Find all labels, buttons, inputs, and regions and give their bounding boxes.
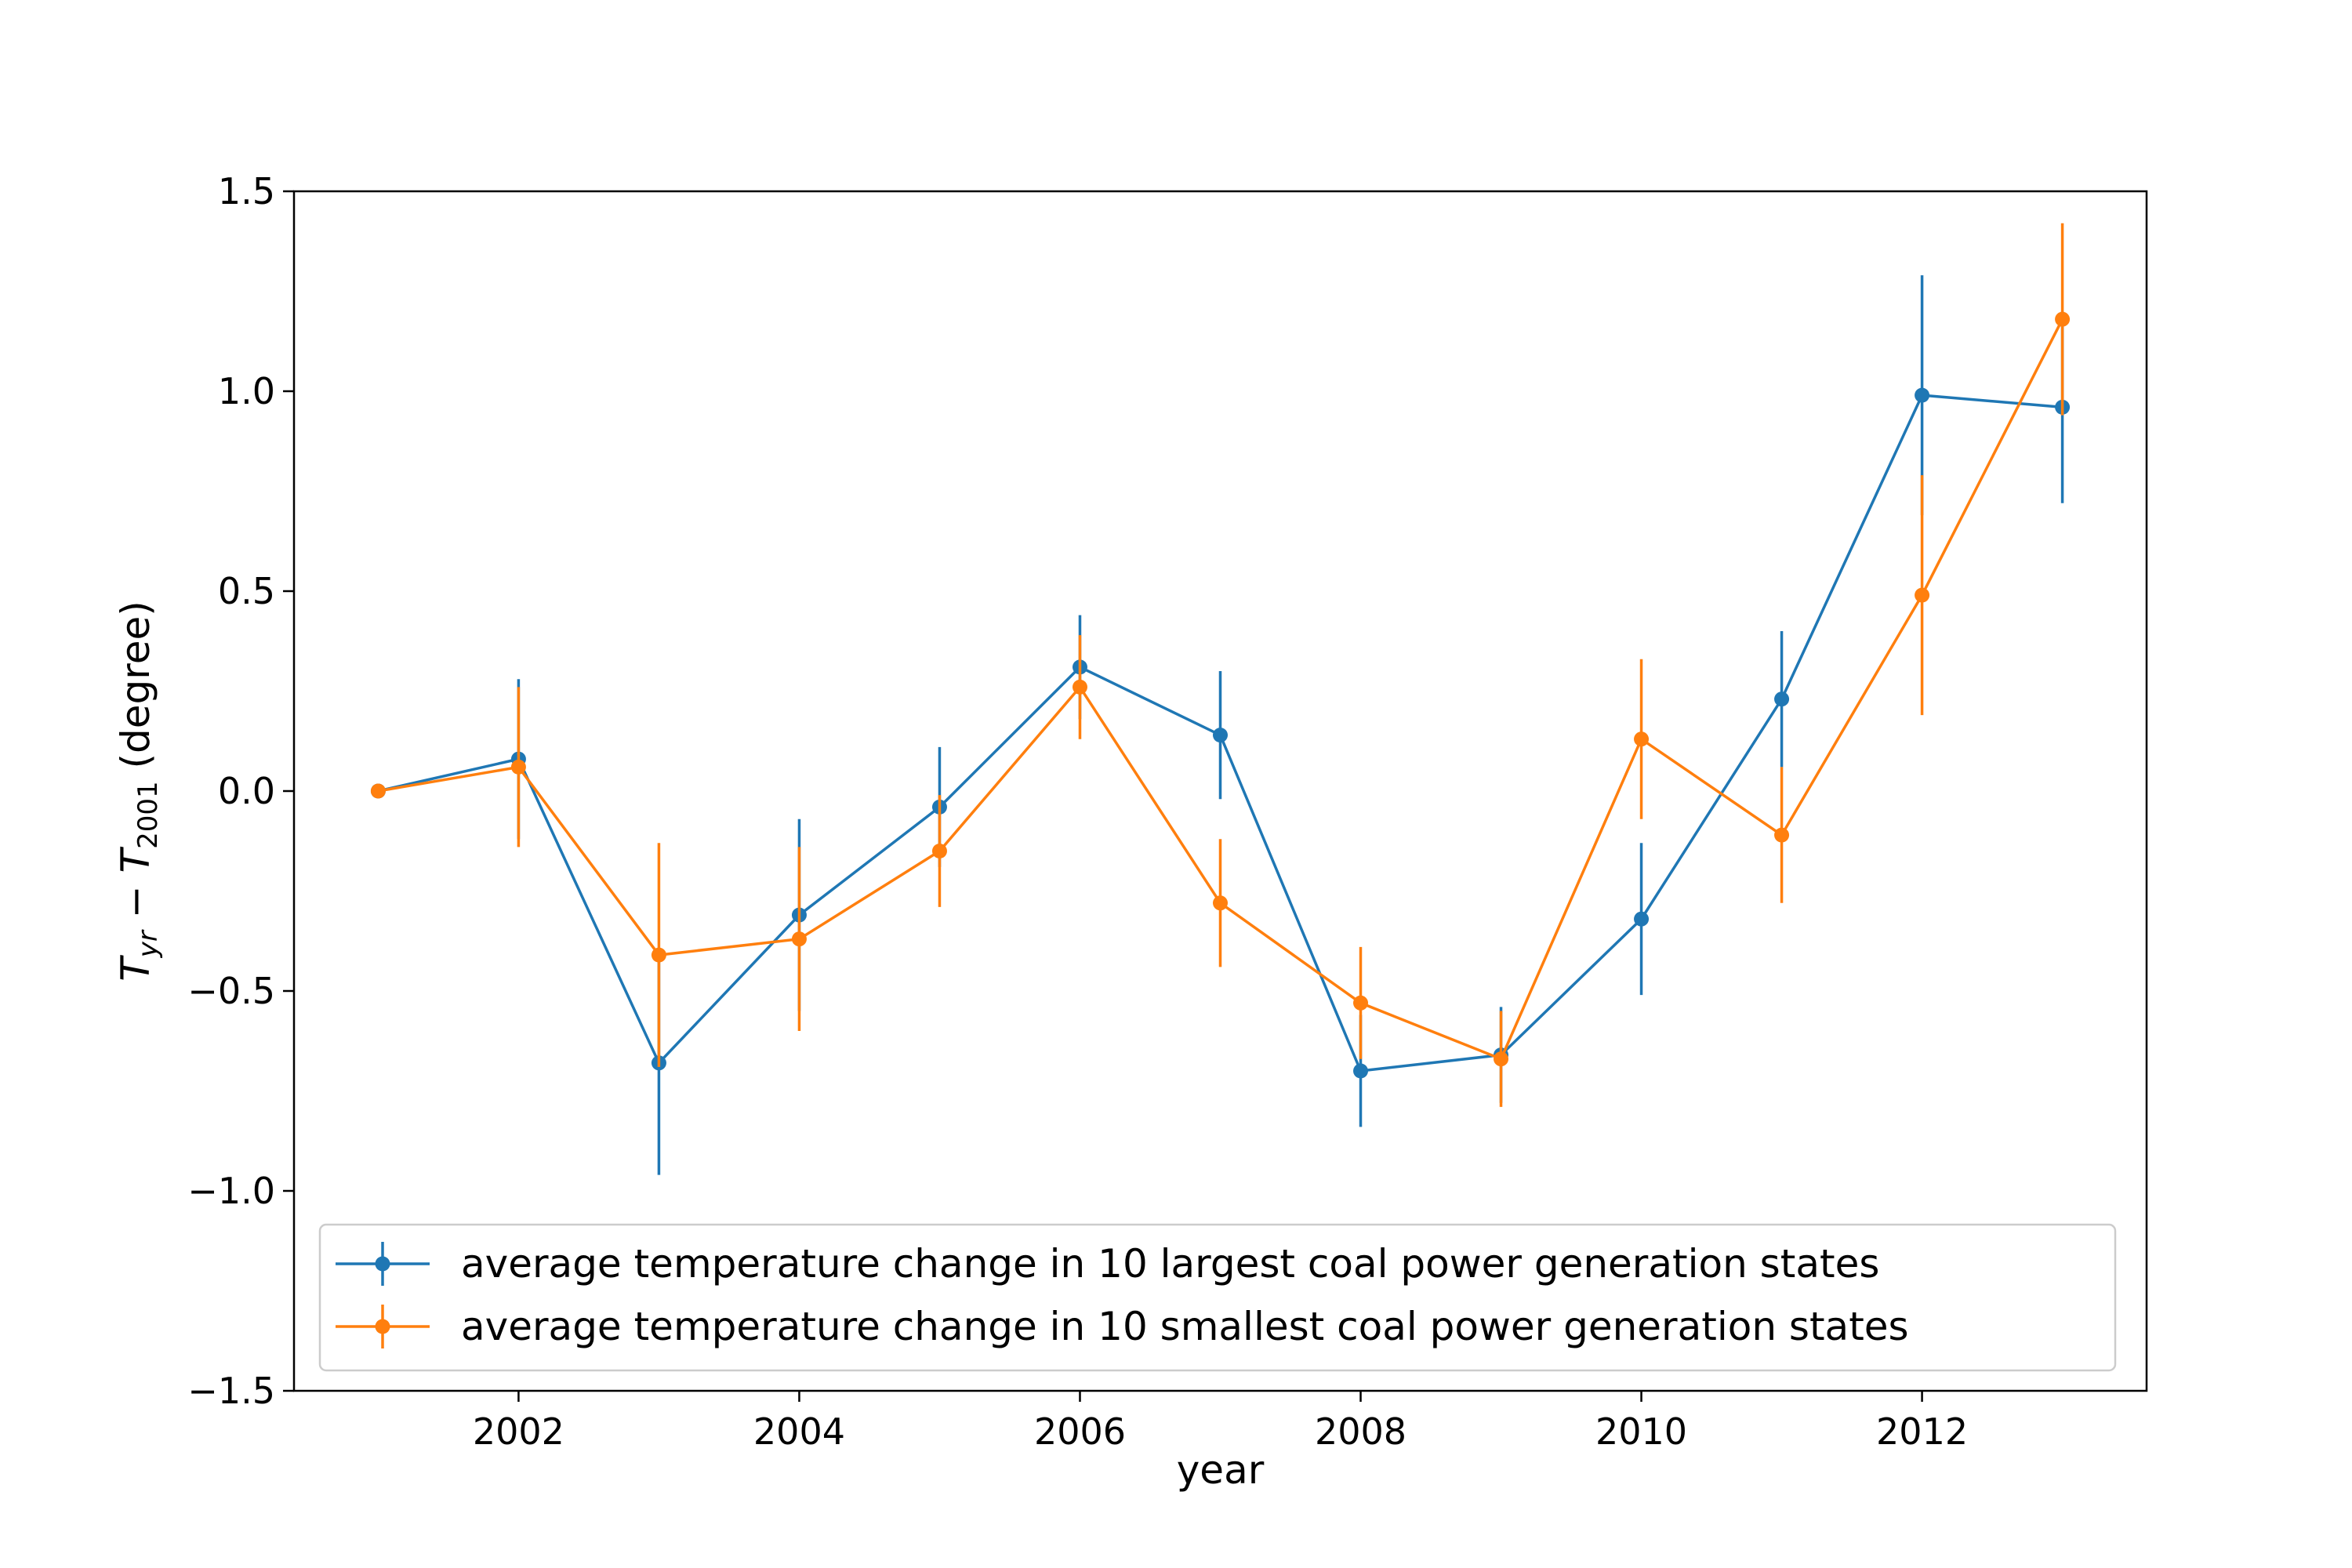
series-1 [370, 275, 2071, 1175]
y-axis-ticks: −1.5 −1.0 −0.5 0.0 0.5 1.0 1.5 [187, 170, 294, 1412]
x-tick-label: 2004 [753, 1410, 845, 1453]
y-tick-label: −1.0 [187, 1170, 275, 1212]
y-tick-label: −0.5 [187, 970, 275, 1012]
legend-box [318, 1223, 2117, 1372]
data-point [1353, 995, 1369, 1011]
data-point [510, 759, 526, 775]
x-axis-ticks: 2002 2004 2006 2008 2010 2012 [473, 1391, 1968, 1453]
data-point [1494, 1051, 1509, 1067]
data-point [1634, 911, 1650, 927]
data-point [1072, 679, 1087, 695]
chart-marks [370, 223, 2071, 1175]
data-point [2055, 311, 2071, 327]
legend-handle-2 [336, 1305, 430, 1348]
data-point [651, 947, 666, 963]
x-tick-label: 2008 [1315, 1410, 1406, 1453]
legend-marker [375, 1319, 390, 1334]
y-label-sub1: yr [132, 929, 164, 958]
data-point [931, 844, 947, 858]
y-label-sub2: 2001 [132, 781, 164, 849]
y-label-prefix: T [113, 955, 158, 982]
y-tick-label: −1.5 [187, 1370, 275, 1412]
y-axis-label: Tyr − T2001 (degree) [113, 601, 164, 982]
legend-label-2: average temperature change in 10 smalles… [461, 1304, 1909, 1349]
data-point [370, 783, 386, 799]
y-tick-label: 1.0 [218, 370, 275, 412]
data-point [1353, 1063, 1369, 1079]
legend: average temperature change in 10 largest… [318, 1223, 2117, 1372]
y-label-minus: − T [113, 846, 158, 931]
legend-handle-1 [336, 1242, 430, 1286]
x-tick-label: 2006 [1034, 1410, 1126, 1453]
data-point [1213, 895, 1228, 911]
data-point [1915, 587, 1930, 603]
x-axis-label: year [1177, 1447, 1265, 1493]
x-tick-label: 2002 [473, 1410, 564, 1453]
x-tick-label: 2010 [1595, 1410, 1687, 1453]
y-tick-label: 0.5 [218, 570, 275, 612]
legend-label-1: average temperature change in 10 largest… [461, 1241, 1879, 1287]
x-tick-label: 2012 [1876, 1410, 1968, 1453]
legend-marker [375, 1256, 390, 1272]
data-point [1774, 691, 1790, 707]
data-point [1634, 731, 1650, 747]
data-point [1213, 728, 1228, 743]
data-point [1915, 387, 1930, 403]
data-point [791, 931, 807, 947]
data-point [1774, 827, 1790, 843]
y-tick-label: 0.0 [218, 770, 275, 812]
series-2 [370, 223, 2071, 1107]
y-label-suffix: (degree) [113, 601, 158, 781]
y-tick-label: 1.5 [218, 170, 275, 212]
